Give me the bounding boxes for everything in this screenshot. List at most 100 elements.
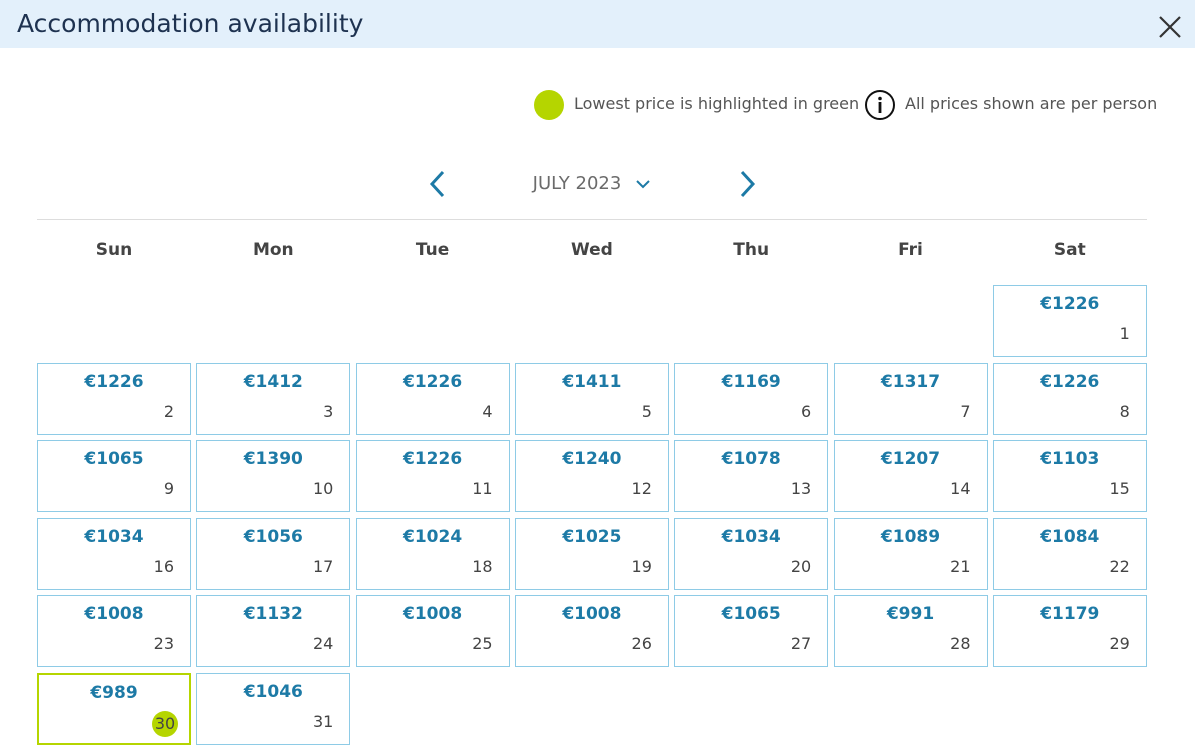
day-cell[interactable]: €1226 2 xyxy=(37,362,191,435)
day-number: 25 xyxy=(472,634,493,653)
day-price: €1008 xyxy=(562,604,622,624)
day-number: 10 xyxy=(312,479,334,498)
day-price: €1317 xyxy=(880,371,941,392)
divider xyxy=(37,219,1147,220)
day-cell[interactable]: €1008 25 xyxy=(355,595,510,667)
next-month[interactable] xyxy=(734,169,760,199)
day-price: €1084 xyxy=(1040,526,1100,547)
header-bar xyxy=(0,0,1195,48)
day-cell[interactable]: €1034 16 xyxy=(37,517,191,590)
day-number: 3 xyxy=(323,401,334,421)
weekday-header: Tue xyxy=(415,240,450,260)
day-price: €1226 xyxy=(403,371,463,392)
info-icon xyxy=(865,90,895,120)
day-cell[interactable]: €1226 1 xyxy=(992,285,1147,357)
day-price: €1025 xyxy=(562,526,622,547)
day-price: €1046 xyxy=(243,681,303,702)
day-number: 11 xyxy=(472,479,493,498)
day-number: 2 xyxy=(163,401,174,421)
day-number: 6 xyxy=(801,401,812,421)
day-number: 9 xyxy=(163,479,174,498)
day-cell[interactable]: €1008 26 xyxy=(514,595,669,667)
legend-lowest: Lowest price is highlighted in green xyxy=(574,94,860,113)
day-price: €1226 xyxy=(1040,371,1100,392)
day-price: €1078 xyxy=(721,449,781,469)
day-number: 19 xyxy=(631,556,652,576)
day-cell[interactable]: €1065 27 xyxy=(674,595,829,667)
day-cell[interactable]: €1065 9 xyxy=(37,440,191,512)
day-cell[interactable]: €989 30 xyxy=(37,672,191,745)
month-dropdown[interactable] xyxy=(634,177,652,191)
day-cell[interactable]: €1103 15 xyxy=(992,440,1147,512)
day-number: 18 xyxy=(472,556,493,576)
day-price: €1226 xyxy=(1040,294,1100,314)
day-number: 4 xyxy=(482,401,493,421)
legend-per-person: All prices shown are per person xyxy=(905,94,1158,113)
day-number: 28 xyxy=(950,634,971,653)
day-cell[interactable]: €1078 13 xyxy=(674,440,829,512)
day-number: 12 xyxy=(631,479,652,498)
day-cell[interactable]: €1226 8 xyxy=(992,362,1147,435)
day-number: 20 xyxy=(790,556,812,576)
day-number: 8 xyxy=(1119,401,1130,421)
day-number: 24 xyxy=(312,634,334,653)
day-cell[interactable]: €1024 18 xyxy=(355,517,510,590)
day-price: €1103 xyxy=(1040,449,1100,469)
day-number: 30 xyxy=(152,710,178,737)
day-cell[interactable]: €1034 20 xyxy=(674,517,829,590)
day-cell[interactable]: €1056 17 xyxy=(196,517,351,590)
month-label[interactable]: JULY 2023 xyxy=(532,173,622,194)
dialog-title: Accommodation availability xyxy=(17,9,364,38)
prev-month[interactable] xyxy=(425,169,451,199)
day-price: €1089 xyxy=(880,526,941,547)
day-number: 21 xyxy=(950,556,971,576)
day-number: 14 xyxy=(950,479,971,498)
day-cell[interactable]: €1207 14 xyxy=(833,440,988,512)
day-cell[interactable]: €1132 24 xyxy=(196,595,351,667)
day-cell[interactable]: €1008 23 xyxy=(37,595,191,667)
day-number: 1 xyxy=(1119,324,1130,343)
weekday-header: Sat xyxy=(1053,240,1086,260)
day-cell[interactable]: €1046 31 xyxy=(196,672,351,745)
day-price: €1132 xyxy=(243,604,303,624)
day-cell[interactable]: €1226 11 xyxy=(355,440,510,512)
day-cell[interactable]: €1089 21 xyxy=(833,517,988,590)
day-price: €989 xyxy=(90,682,138,703)
day-price: €1065 xyxy=(84,449,144,469)
day-price: €991 xyxy=(886,604,935,624)
day-cell[interactable]: €1179 29 xyxy=(992,595,1147,667)
weekday-header: Thu xyxy=(733,240,770,260)
weekday-header: Sun xyxy=(95,240,133,260)
day-price: €1008 xyxy=(403,604,463,624)
day-price: €1226 xyxy=(84,371,144,392)
day-cell[interactable]: €991 28 xyxy=(833,595,988,667)
day-cell[interactable]: €1412 3 xyxy=(196,362,351,435)
day-price: €1390 xyxy=(243,449,303,469)
day-cell[interactable]: €1226 4 xyxy=(355,362,510,435)
day-number: 16 xyxy=(153,556,174,576)
day-price: €1412 xyxy=(243,371,303,392)
weekday-header: Fri xyxy=(898,240,923,260)
day-price: €1179 xyxy=(1040,604,1100,624)
day-cell[interactable]: €1025 19 xyxy=(514,517,669,590)
day-number: 23 xyxy=(153,634,174,653)
close-button[interactable] xyxy=(1157,14,1183,40)
day-cell[interactable]: €1411 5 xyxy=(514,362,669,435)
day-number: 22 xyxy=(1109,556,1130,576)
day-cell[interactable]: €1169 6 xyxy=(674,362,829,435)
day-cell[interactable]: €1240 12 xyxy=(514,440,669,512)
day-number: 29 xyxy=(1109,634,1130,653)
day-price: €1065 xyxy=(721,604,781,624)
day-price: €1240 xyxy=(562,449,622,469)
day-price: €1008 xyxy=(84,604,144,624)
day-number: 13 xyxy=(790,479,812,498)
day-number: 26 xyxy=(631,634,652,653)
day-cell[interactable]: €1317 7 xyxy=(833,362,988,435)
day-number: 15 xyxy=(1109,479,1130,498)
day-cell[interactable]: €1084 22 xyxy=(992,517,1147,590)
day-price: €1226 xyxy=(403,449,463,469)
day-number: 17 xyxy=(312,556,334,576)
day-cell[interactable]: €1390 10 xyxy=(196,440,351,512)
day-price: €1034 xyxy=(721,526,781,547)
